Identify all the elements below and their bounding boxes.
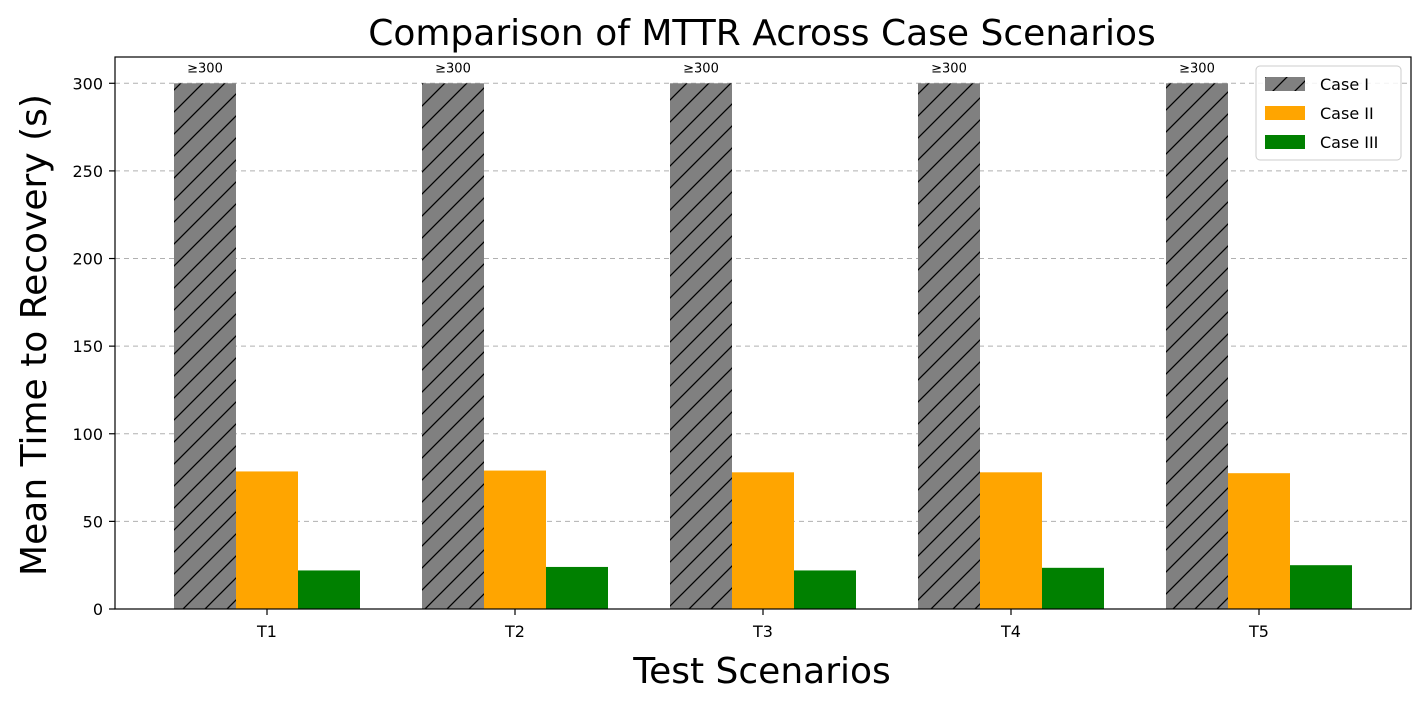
legend-entry: Case III xyxy=(1320,133,1378,152)
x-tick-label: T1 xyxy=(256,622,277,641)
bar-case-ii-t1 xyxy=(236,471,298,609)
y-tick-label: 250 xyxy=(72,162,103,181)
bar-case-iii-t2 xyxy=(546,566,608,609)
bar-case-i-t5 xyxy=(1166,83,1228,610)
chart-title: Comparison of MTTR Across Case Scenarios xyxy=(368,13,1156,54)
x-tick-label: T5 xyxy=(1248,622,1269,641)
y-tick-label: 200 xyxy=(72,250,103,269)
bar-case-iii-t3 xyxy=(794,570,856,609)
bar-value-label: ≥300 xyxy=(435,61,471,76)
y-tick-label: 300 xyxy=(72,74,103,93)
bar-case-iii-t4 xyxy=(1042,567,1104,609)
bar-case-iii-t1 xyxy=(298,570,360,609)
bars xyxy=(174,83,1352,610)
bar-value-label: ≥300 xyxy=(1179,61,1215,76)
y-tick-label: 150 xyxy=(72,337,103,356)
legend-swatch-case-iii xyxy=(1265,135,1305,149)
legend-swatch-case-ii xyxy=(1265,106,1305,120)
y-tick-label: 100 xyxy=(72,425,103,444)
legend-entry: Case II xyxy=(1320,104,1374,123)
bar-value-label: ≥300 xyxy=(683,61,719,76)
bar-case-i-t3 xyxy=(670,83,732,610)
legend-swatch-case-i xyxy=(1265,77,1305,91)
bar-case-ii-t3 xyxy=(732,472,794,609)
x-axis-label: Test Scenarios xyxy=(632,651,891,692)
bar-case-ii-t4 xyxy=(980,472,1042,609)
bar-labels: ≥300 ≥300 ≥300 ≥300 ≥300 xyxy=(187,61,1215,76)
legend: Case I Case II Case III xyxy=(1255,65,1402,161)
legend-entry: Case I xyxy=(1320,75,1369,94)
x-tick-label: T3 xyxy=(752,622,773,641)
bar-value-label: ≥300 xyxy=(931,61,967,76)
bar-case-i-t2 xyxy=(422,83,484,610)
x-tick-label: T4 xyxy=(1000,622,1021,641)
bar-case-i-t4 xyxy=(918,83,980,610)
x-tick-label: T2 xyxy=(504,622,525,641)
bar-case-ii-t2 xyxy=(484,470,546,609)
y-tick-label: 0 xyxy=(93,600,103,619)
y-tick-label: 50 xyxy=(83,512,103,531)
bar-value-label: ≥300 xyxy=(187,61,223,76)
bar-case-i-t1 xyxy=(174,83,236,610)
bar-case-iii-t5 xyxy=(1290,565,1352,609)
axis-ticks: 0 50 100 150 200 250 300 T1 T2 T3 T4 T5 xyxy=(72,74,1269,641)
bar-case-ii-t5 xyxy=(1228,473,1290,609)
y-axis-label: Mean Time to Recovery (s) xyxy=(14,94,55,576)
